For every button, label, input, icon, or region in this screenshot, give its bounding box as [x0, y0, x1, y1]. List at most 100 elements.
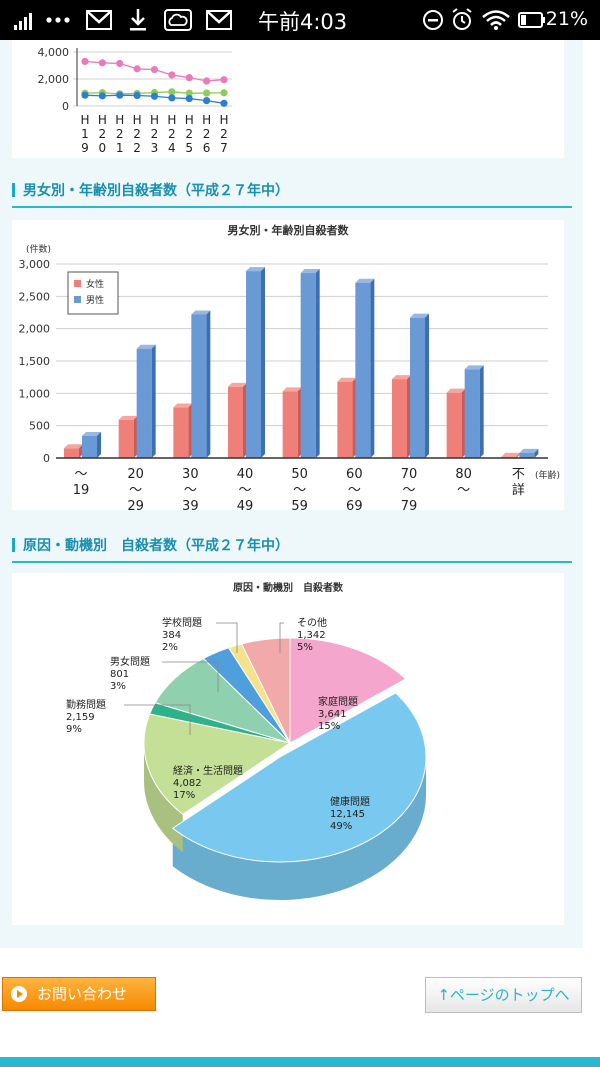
data-point — [81, 91, 89, 99]
gender-age-bar-chart: 男女別・年齢別自殺者数 (件数) 3,000 2,500 2,000 1,500 1,000… — [19, 223, 561, 514]
bar — [337, 381, 353, 458]
y-tick-label: 3,000 — [19, 258, 51, 271]
bar-top — [118, 415, 138, 420]
pie-slice — [171, 692, 427, 863]
data-point — [168, 88, 176, 96]
pie-label: 家庭問題 — [318, 695, 358, 708]
pie-value-label: 384 — [162, 630, 181, 641]
data-point — [220, 99, 228, 107]
bar — [246, 271, 261, 458]
pie-percent-label: 9% — [66, 724, 82, 735]
clock: 午前4:03 — [258, 10, 348, 34]
pie-label: その他 — [297, 616, 327, 629]
page-top-button[interactable]: ↑ページのトップへ — [425, 977, 582, 1013]
data-point — [168, 94, 176, 102]
x-tick-label: ～ — [293, 483, 306, 498]
bar-top — [337, 377, 357, 382]
data-point — [116, 59, 124, 68]
bar-top — [446, 388, 466, 393]
battery-percent: 21% — [545, 8, 588, 30]
bar-top — [64, 444, 83, 449]
x-axis-label: (年齢) — [535, 469, 560, 481]
data-point — [203, 89, 211, 97]
x-tick-label: 19 — [73, 483, 90, 498]
pie-percent-label: 49% — [330, 821, 352, 832]
x-tick-label: 40 — [237, 467, 254, 482]
data-point — [116, 91, 124, 99]
x-tick-label: H — [185, 113, 194, 127]
bar-top — [191, 310, 211, 315]
do-not-disturb-icon — [423, 10, 443, 30]
bar-top — [246, 267, 265, 272]
bar-side — [133, 415, 138, 458]
cloud-icon — [164, 9, 192, 31]
bar-side — [206, 310, 211, 458]
leader-line — [162, 661, 219, 692]
bar-top — [228, 382, 247, 387]
bar-side — [534, 448, 539, 458]
x-tick-label: 2 — [168, 127, 176, 141]
data-point — [220, 76, 228, 84]
leader-line — [124, 704, 191, 735]
bar — [464, 369, 480, 458]
section-heading-cause: 原因・動機別 自殺者数（平成２７年中） — [12, 535, 289, 555]
x-tick-label: 70 — [401, 467, 418, 482]
footer-bar — [0, 1057, 600, 1067]
pie-percent-label: 2% — [162, 642, 178, 653]
bar-top — [392, 375, 411, 380]
x-tick-label: 0 — [99, 141, 107, 155]
bar — [228, 386, 243, 458]
y-tick-label: 2,500 — [19, 290, 51, 303]
x-tick-label: ～ — [184, 483, 197, 498]
x-tick-label: 2 — [133, 127, 141, 141]
data-point — [98, 92, 106, 100]
x-tick-label: 3 — [151, 141, 159, 155]
pie-label: 健康問題 — [330, 795, 370, 808]
bar — [355, 282, 371, 458]
leader-line — [216, 622, 238, 653]
bar — [64, 448, 79, 458]
bar — [282, 391, 298, 458]
bar-top — [82, 432, 101, 437]
bar-top — [410, 313, 429, 318]
bar-top — [355, 278, 375, 283]
heading-text: 原因・動機別 自殺者数（平成２７年中） — [23, 538, 289, 554]
x-tick-label: H — [167, 113, 176, 127]
x-tick-label: ～ — [402, 483, 415, 498]
y-tick-label: 1,000 — [19, 387, 51, 400]
y-tick-label: 500 — [29, 420, 50, 433]
bar — [392, 379, 407, 458]
bar-top — [300, 269, 320, 274]
data-point — [220, 89, 228, 97]
pie-slice — [143, 713, 292, 815]
pie-value-label: 1,342 — [297, 630, 326, 641]
trend-chart-panel: 4,000 2,000 0 H 1 9 H 2 0 H 2 1 H 2 2 H 2 3 H 2 4 H 2 5 H 2 6 H 2 7 — [12, 40, 564, 158]
pie-percent-label: 5% — [297, 642, 313, 653]
bar-side — [425, 313, 429, 458]
pie-slice-side — [172, 757, 426, 900]
x-tick-label: 39 — [182, 499, 199, 510]
pie-value-label: 2,159 — [66, 712, 95, 723]
contact-button[interactable]: お問い合わせ — [2, 977, 156, 1011]
gmail-icon — [206, 10, 232, 30]
x-tick-label: 79 — [401, 499, 418, 510]
x-tick-label: 2 — [99, 127, 107, 141]
contact-button-label: お問い合わせ — [37, 985, 128, 1003]
pie-slice — [240, 637, 291, 744]
x-tick-label: 5 — [185, 141, 193, 155]
data-point — [168, 71, 176, 79]
chart-title: 原因・動機別 自殺者数 — [233, 581, 344, 594]
bar-side — [97, 432, 101, 458]
data-point — [185, 94, 193, 103]
x-tick-label: 不 — [512, 467, 525, 482]
heading-underline — [12, 561, 572, 563]
bar-top — [501, 452, 521, 457]
x-tick-label: 59 — [291, 499, 308, 510]
pie-label: 勤務問題 — [66, 698, 106, 711]
data-point — [185, 74, 193, 82]
x-tick-label: ～ — [74, 467, 87, 482]
x-tick-label: 6 — [203, 141, 211, 155]
x-tick-label: H — [80, 113, 89, 127]
